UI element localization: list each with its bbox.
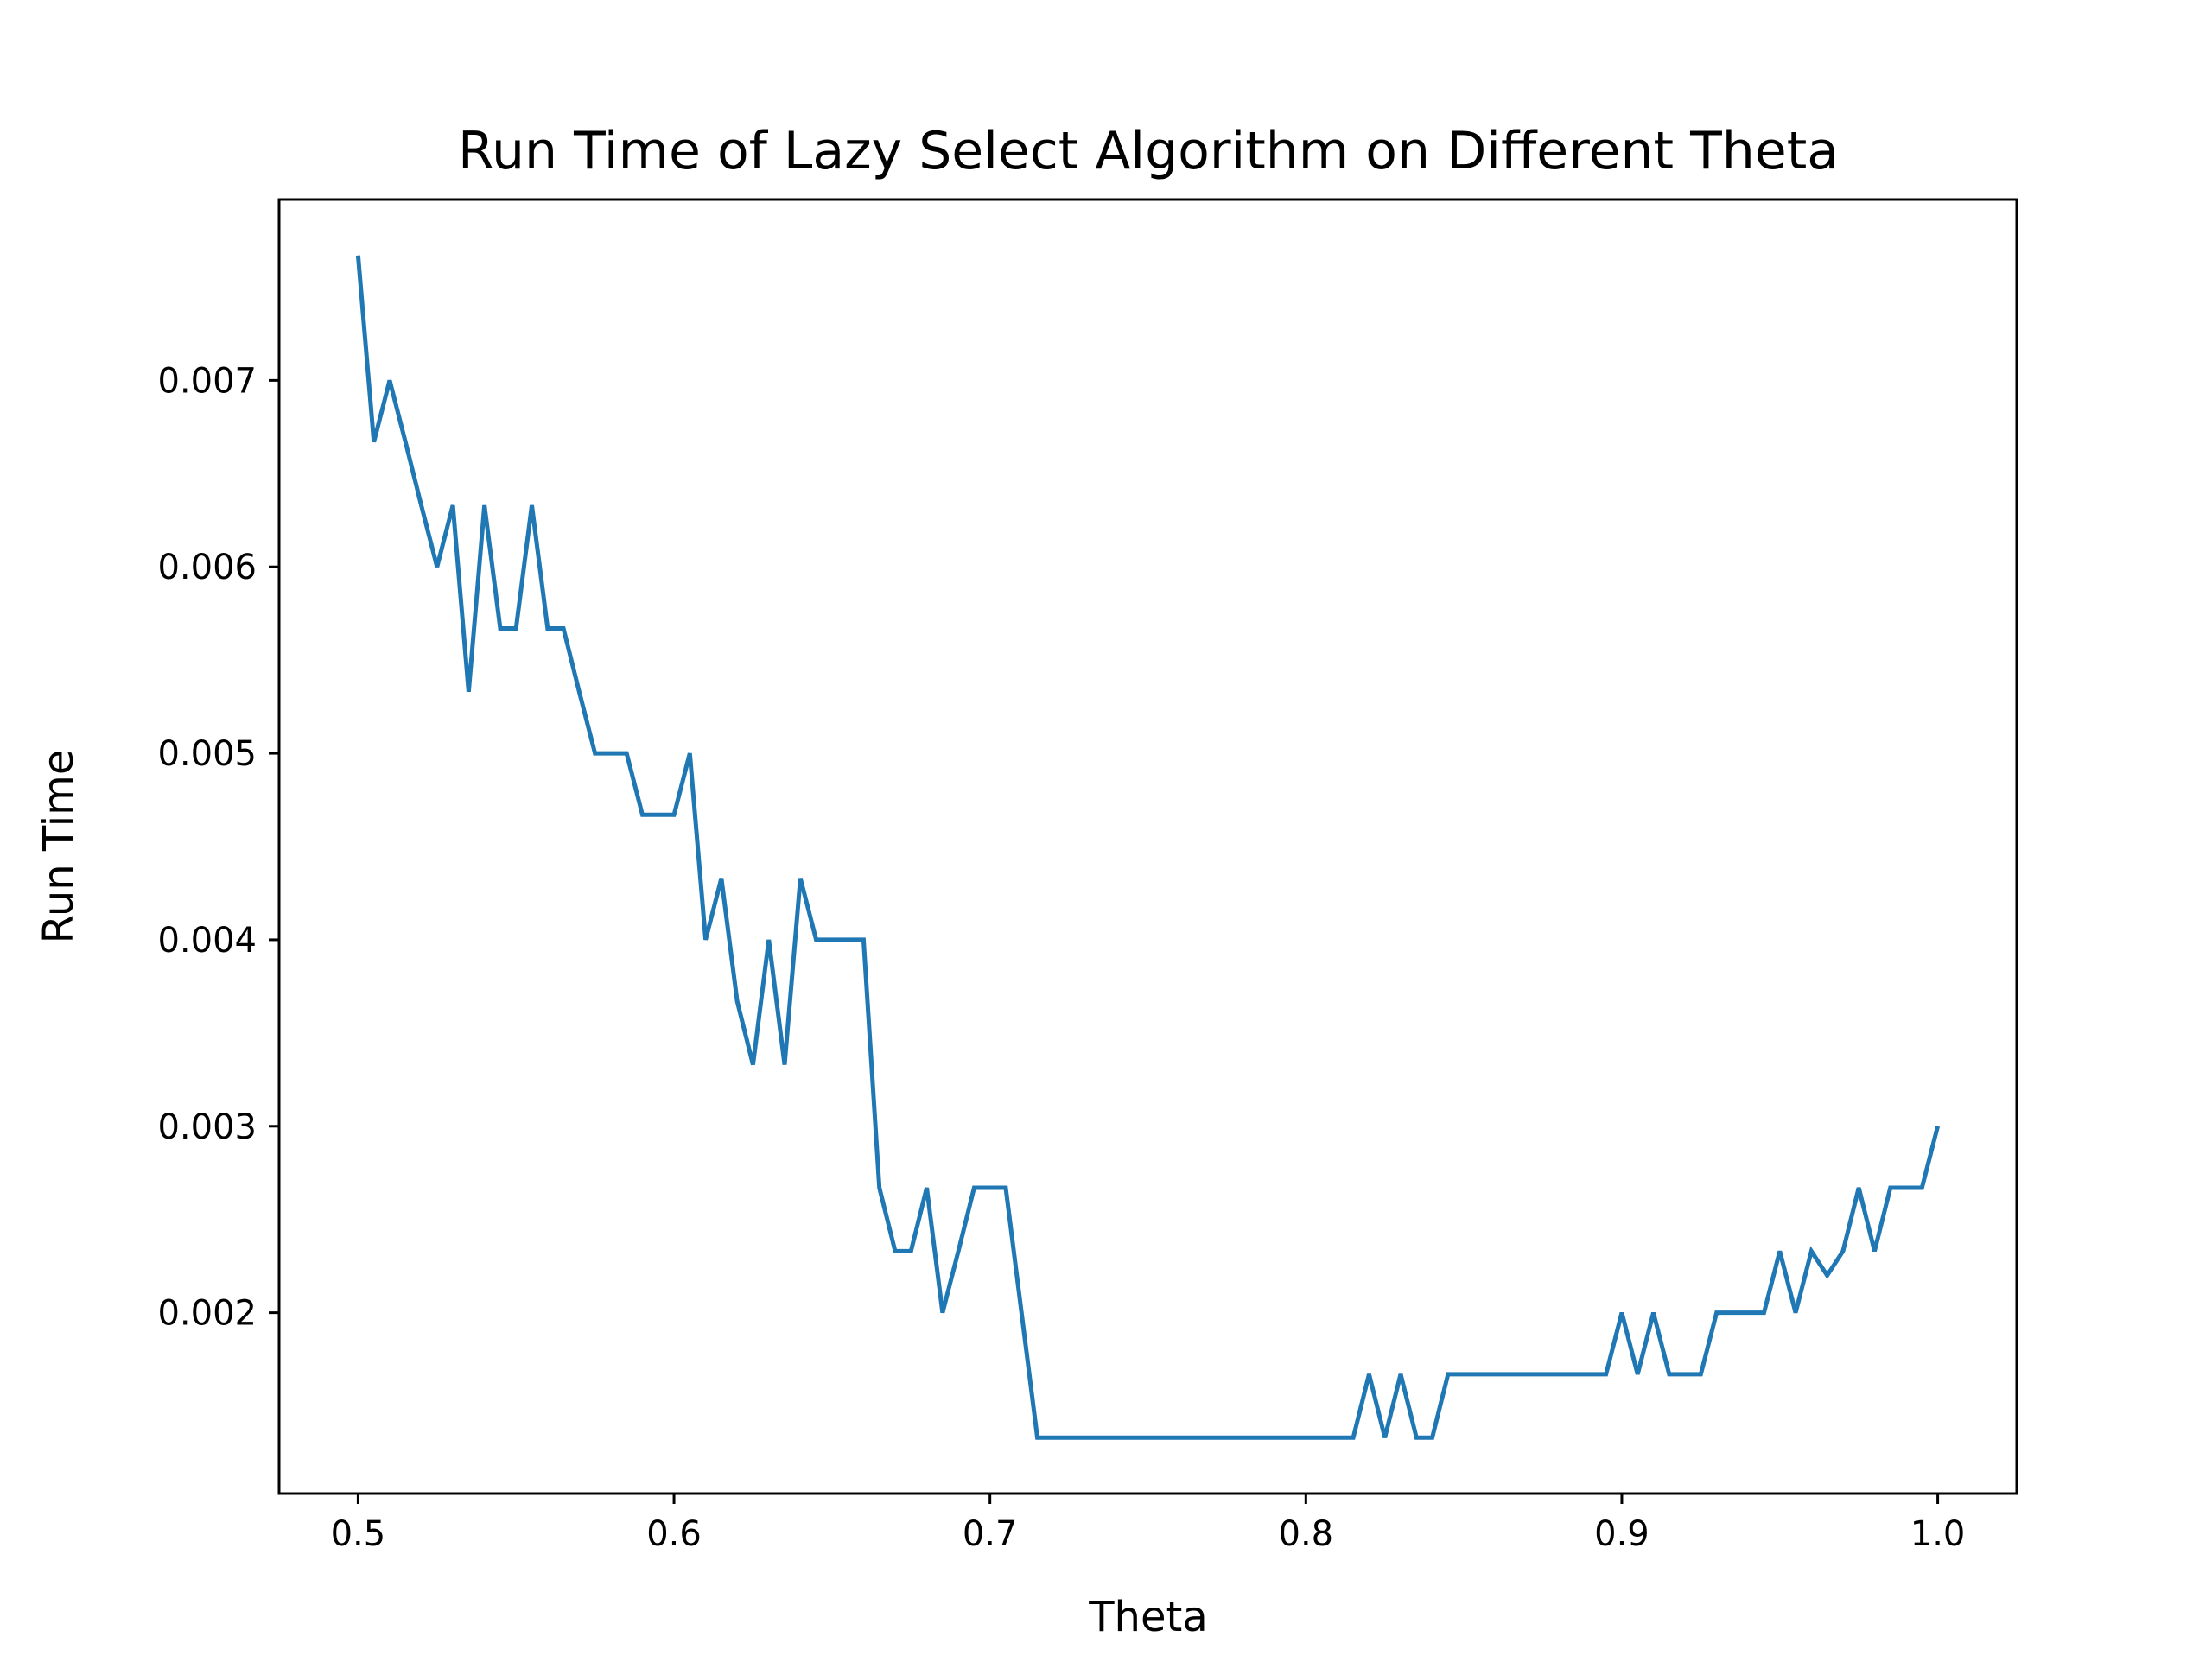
x-axis-label: Theta <box>1088 1593 1208 1641</box>
series-line-0 <box>355 255 1941 1440</box>
y-axis-ticks: 0.002 0.003 0.004 0.005 0.006 0.007 <box>157 361 279 1334</box>
y-tick-label: 0.005 <box>157 734 257 774</box>
plot-area-frame <box>277 198 2018 1495</box>
x-tick-label: 0.5 <box>331 1514 386 1554</box>
y-tick-label: 0.002 <box>157 1294 257 1334</box>
y-tick-label: 0.006 <box>157 548 257 587</box>
x-tick-label: 0.8 <box>1279 1514 1334 1554</box>
y-axis-label: Run Time <box>35 750 83 944</box>
y-tick-label: 0.004 <box>157 921 257 961</box>
chart-title: Run Time of Lazy Select Algorithm on Dif… <box>458 121 1839 181</box>
y-tick-label: 0.007 <box>157 361 257 401</box>
x-tick-label: 0.7 <box>963 1514 1018 1554</box>
x-tick-label: 0.9 <box>1594 1514 1649 1554</box>
y-tick-label: 0.003 <box>157 1107 257 1147</box>
x-tick-label: 1.0 <box>1910 1514 1966 1554</box>
series-layer <box>355 255 1941 1440</box>
x-tick-label: 0.6 <box>646 1514 702 1554</box>
x-axis-ticks: 0.5 0.6 0.7 0.8 0.9 1.0 <box>331 1494 1966 1554</box>
